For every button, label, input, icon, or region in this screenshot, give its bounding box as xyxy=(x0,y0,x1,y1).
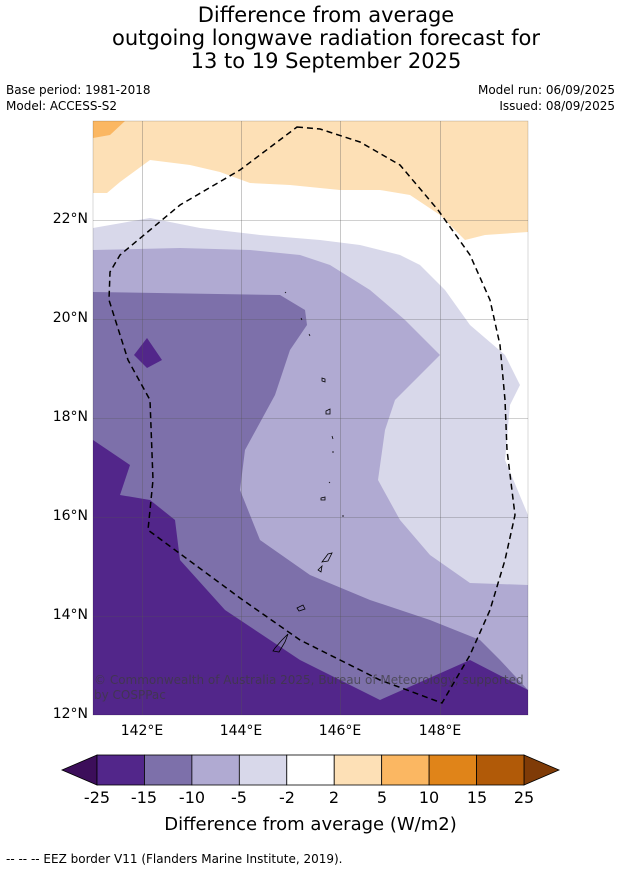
colorbar-tick-7: 10 xyxy=(418,788,440,807)
region-5-to-10 xyxy=(93,121,125,138)
lat-label-18n: 18°N xyxy=(52,409,88,425)
eez-legend: -- -- -- EEZ border V11 (Flanders Marine… xyxy=(6,852,343,866)
colorbar-cell-2 xyxy=(191,754,240,786)
island-alamagan xyxy=(331,435,334,440)
colorbar-tick-1: -15 xyxy=(130,788,158,807)
colorbar-tick-6: 5 xyxy=(376,788,388,807)
island-agrihan xyxy=(321,377,326,383)
island-saipan xyxy=(321,552,333,563)
colorbar-tick-8: 15 xyxy=(466,788,488,807)
lat-label-22n: 22°N xyxy=(52,211,88,227)
copyright-notice: © Commonwealth of Australia 2025, Bureau… xyxy=(94,673,524,702)
colorbar-cell-6 xyxy=(381,754,430,786)
chart-title: Difference from average outgoing longwav… xyxy=(0,4,621,73)
eez-border xyxy=(108,126,516,704)
meta-left: Base period: 1981-2018 Model: ACCESS-S2 xyxy=(6,82,151,114)
lat-label-20n: 20°N xyxy=(52,310,88,326)
island-maug xyxy=(300,317,303,321)
island-asuncion xyxy=(308,333,311,337)
anomaly-field xyxy=(93,121,528,715)
island-guam xyxy=(272,633,289,653)
gridlines xyxy=(93,121,528,715)
island-tinian xyxy=(317,564,323,573)
colorbar-cells xyxy=(96,754,525,786)
title-line-3: 13 to 19 September 2025 xyxy=(190,49,462,73)
island-pagan xyxy=(325,408,331,415)
colorbar-tick-3: -5 xyxy=(231,788,247,807)
island-anatahan xyxy=(320,496,326,501)
lon-label-146e: 146°E xyxy=(318,723,362,739)
island-outlines xyxy=(272,291,344,653)
colorbar-cell-1 xyxy=(144,754,193,786)
lat-label-14n: 14°N xyxy=(52,607,88,623)
issued-date: Issued: 08/09/2025 xyxy=(499,99,615,113)
lat-label-16n: 16°N xyxy=(52,508,88,524)
island-rota xyxy=(296,604,306,612)
colorbar-label: Difference from average (W/m2) xyxy=(164,814,457,835)
region-2-to-5 xyxy=(93,121,528,240)
colorbar-tick-9: 25 xyxy=(513,788,535,807)
colorbar-tick-0: -25 xyxy=(83,788,111,807)
colorbar-over-triangle xyxy=(523,754,561,786)
map-frame xyxy=(92,120,529,716)
title-line-1: Difference from average xyxy=(197,3,455,27)
island-sarigan xyxy=(328,481,331,484)
pocket-below-minus15 xyxy=(134,338,162,368)
lon-label-142e: 142°E xyxy=(120,723,164,739)
lon-label-148e: 148°E xyxy=(418,723,462,739)
colorbar-cell-5 xyxy=(333,754,383,786)
region-minus2-to-2 xyxy=(93,121,528,515)
colorbar-cell-0 xyxy=(96,754,145,786)
lon-label-144e: 144°E xyxy=(219,723,263,739)
colorbar-cell-4 xyxy=(286,754,335,786)
model-run: Model run: 06/09/2025 xyxy=(477,83,615,97)
lat-label-12n: 12°N xyxy=(52,706,88,722)
colorbar-cell-3 xyxy=(238,754,288,786)
model-name: Model: ACCESS-S2 xyxy=(6,99,118,113)
colorbar-cell-7 xyxy=(428,754,477,786)
colorbar-tick-5: 2 xyxy=(328,788,340,807)
colorbar-tick-2: -10 xyxy=(178,788,206,807)
meta-right: Model run: 06/09/2025 Issued: 08/09/2025 xyxy=(478,82,615,114)
colorbar-cell-8 xyxy=(476,754,525,786)
title-line-2: outgoing longwave radiation forecast for xyxy=(111,26,541,50)
island-uracas xyxy=(284,291,287,294)
colorbar-under-triangle xyxy=(60,754,98,786)
base-period: Base period: 1981-2018 xyxy=(6,83,151,97)
colorbar-tick-4: -2 xyxy=(279,788,295,807)
